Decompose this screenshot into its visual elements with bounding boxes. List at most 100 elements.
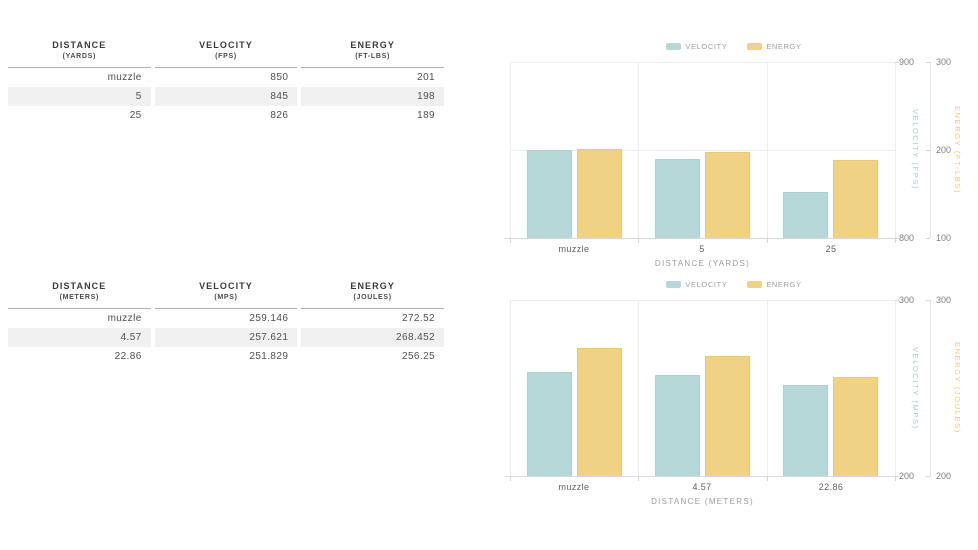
legend-item-velocity[interactable]: VELOCITY (666, 42, 727, 51)
energy-bar (577, 348, 622, 476)
x-axis-tick (767, 477, 768, 481)
plot-right-border (895, 300, 896, 476)
column-title: DISTANCE (52, 281, 107, 291)
x-tick-label: 5 (699, 244, 705, 254)
category-separator (638, 62, 639, 238)
cell-energy: 256.25 (402, 351, 435, 362)
plot-right-border (895, 62, 896, 238)
legend-swatch-velocity (666, 43, 682, 50)
energy-bar (705, 356, 750, 476)
velocity-bar (783, 192, 828, 238)
legend-item-energy[interactable]: ENERGY (747, 42, 801, 51)
column-header-distance: DISTANCE (METERS) (8, 281, 151, 309)
plot-left-border (510, 300, 511, 476)
x-axis-baseline (505, 476, 898, 477)
column-header-velocity: VELOCITY (FPS) (154, 40, 298, 68)
table-row: muzzle 850 201 (8, 68, 444, 87)
energy-axis-tick (926, 150, 930, 151)
legend-label: ENERGY (766, 42, 802, 51)
column-unit: (MPS) (214, 294, 238, 301)
table-row: 25 826 189 (8, 106, 444, 125)
column-unit: (JOULES) (353, 294, 392, 301)
energy-tick-label: 300 (936, 57, 952, 67)
cell-distance: 22.86 (114, 351, 142, 362)
cell-distance: muzzle (107, 72, 142, 83)
column-header-energy: ENERGY (JOULES) (301, 281, 444, 309)
legend-item-velocity[interactable]: VELOCITY (666, 280, 727, 289)
x-tick-label: 22.86 (818, 482, 844, 492)
energy-axis-tick (926, 476, 930, 477)
cell-energy: 198 (301, 87, 444, 106)
velocity-axis-title: VELOCITY (FPS) (911, 109, 920, 191)
velocity-axis-tick (895, 476, 899, 477)
velocity-axis-tick (895, 300, 899, 301)
category-separator (638, 300, 639, 476)
column-title: ENERGY (350, 281, 395, 291)
energy-tick-label: 200 (936, 471, 952, 481)
x-axis-tick (895, 477, 896, 481)
velocity-energy-chart-meters: VELOCITY ENERGY muzzle 4.57 22.86 DISTANCE (M… (490, 276, 978, 512)
column-header-velocity: VELOCITY (MPS) (154, 281, 298, 309)
velocity-bar (655, 159, 700, 238)
energy-axis-tick (926, 300, 930, 301)
energy-axis-line (930, 62, 931, 238)
legend-label: VELOCITY (685, 42, 728, 51)
cell-velocity: 850 (270, 72, 289, 83)
x-tick-label: muzzle (558, 244, 590, 254)
x-axis-tick (895, 239, 896, 243)
energy-bar (833, 377, 878, 476)
plot-left-border (510, 62, 511, 238)
x-axis-tick (510, 239, 511, 243)
cell-velocity: 257.621 (154, 328, 298, 347)
velocity-bar (783, 385, 828, 476)
cell-velocity: 251.829 (249, 351, 289, 362)
table-row: muzzle 259.146 272.52 (8, 309, 444, 328)
x-tick-label: 25 (825, 244, 837, 254)
category-separator (767, 300, 768, 476)
velocity-bar (527, 372, 572, 476)
x-axis-title: DISTANCE (METERS) (651, 497, 754, 506)
cell-energy: 272.52 (402, 313, 435, 324)
energy-bar (833, 160, 878, 238)
gridline (510, 300, 895, 301)
legend-item-energy[interactable]: ENERGY (747, 280, 801, 289)
x-axis-tick (638, 239, 639, 243)
energy-tick-label: 300 (936, 295, 952, 305)
column-header-distance: DISTANCE (YARDS) (8, 40, 151, 68)
velocity-bar (527, 150, 572, 238)
velocity-axis-title: VELOCITY (MPS) (911, 346, 920, 430)
table-row: 22.86 251.829 256.25 (8, 347, 444, 366)
legend-label: VELOCITY (685, 280, 728, 289)
cell-distance: 25 (129, 110, 142, 121)
cell-velocity: 845 (154, 87, 298, 106)
x-axis-title: DISTANCE (YARDS) (654, 259, 751, 268)
chart-legend: VELOCITY ENERGY (490, 280, 978, 289)
velocity-tick-label: 800 (899, 233, 915, 243)
velocity-tick-label: 300 (899, 295, 915, 305)
column-unit: (FPS) (215, 53, 237, 60)
column-title: DISTANCE (52, 40, 107, 50)
x-axis-tick (510, 477, 511, 481)
metric-units-table: DISTANCE (METERS) VELOCITY (MPS) ENERGY (JOUL… (4, 281, 448, 366)
cell-energy: 268.452 (301, 328, 444, 347)
cell-velocity: 826 (270, 110, 289, 121)
velocity-axis-tick (895, 238, 899, 239)
imperial-units-table: DISTANCE (YARDS) VELOCITY (FPS) ENERGY (FT-LB… (4, 40, 448, 125)
table-row: 5 845 198 (8, 87, 444, 106)
cell-distance: 5 (8, 87, 151, 106)
energy-bar (577, 149, 622, 238)
column-unit: (METERS) (59, 294, 100, 301)
legend-label: ENERGY (766, 280, 802, 289)
energy-axis-line (930, 300, 931, 476)
x-axis-tick (767, 239, 768, 243)
velocity-tick-label: 200 (899, 471, 915, 481)
x-tick-label: muzzle (558, 482, 590, 492)
category-separator (767, 62, 768, 238)
column-title: ENERGY (350, 40, 395, 50)
column-unit: (YARDS) (62, 53, 97, 60)
cell-energy: 189 (417, 110, 435, 121)
x-axis-baseline (505, 238, 898, 239)
velocity-energy-chart-yards: VELOCITY ENERGY muzzle 5 25 DISTANCE (YARDS) 9… (490, 38, 978, 274)
legend-swatch-energy (747, 281, 763, 288)
